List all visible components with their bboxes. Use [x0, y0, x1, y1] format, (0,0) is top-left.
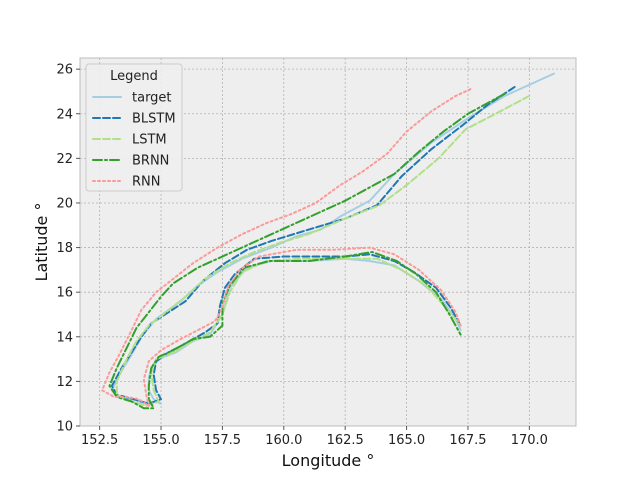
- x-axis-label: Longitude °: [282, 451, 375, 470]
- legend-label-rnn: RNN: [132, 175, 160, 190]
- x-tick-label: 165.0: [388, 433, 425, 448]
- legend-label-brnn: BRNN: [132, 154, 169, 169]
- y-tick-label: 26: [56, 63, 73, 78]
- series-line-rnn: [101, 88, 472, 407]
- y-tick-label: 16: [56, 286, 73, 301]
- y-tick-label: 24: [56, 107, 73, 122]
- y-tick-label: 20: [56, 196, 73, 211]
- x-tick-label: 160.0: [265, 433, 302, 448]
- legend-label-target: target: [132, 91, 172, 106]
- series-layer: [101, 72, 555, 410]
- y-tick-label: 10: [56, 420, 73, 435]
- y-tick-label: 22: [56, 152, 73, 167]
- y-tick-label: 14: [56, 330, 73, 345]
- plot-frame: [79, 57, 577, 427]
- x-tick-label: 162.5: [327, 433, 364, 448]
- x-tick-label: 170.0: [511, 433, 548, 448]
- ticks: 152.5 155.0 157.5 160.0 162.5 165.0 167.5 170.0…: [56, 63, 548, 448]
- legend-label-lstm: LSTM: [132, 133, 167, 148]
- legend-title: Legend: [110, 69, 158, 84]
- y-tick-label: 18: [56, 241, 73, 256]
- series-line-blstm: [110, 86, 516, 405]
- x-tick-label: 155.0: [142, 433, 179, 448]
- legend-label-blstm: BLSTM: [132, 112, 176, 127]
- x-tick-label: 157.5: [204, 433, 241, 448]
- y-tick-label: 12: [56, 375, 73, 390]
- y-axis-label: Latitude °: [32, 203, 51, 282]
- x-tick-label: 152.5: [81, 433, 118, 448]
- series-line-brnn: [108, 92, 506, 410]
- legend: Legend target BLSTM LSTM BRNN RNN: [85, 63, 183, 192]
- x-tick-label: 167.5: [449, 433, 486, 448]
